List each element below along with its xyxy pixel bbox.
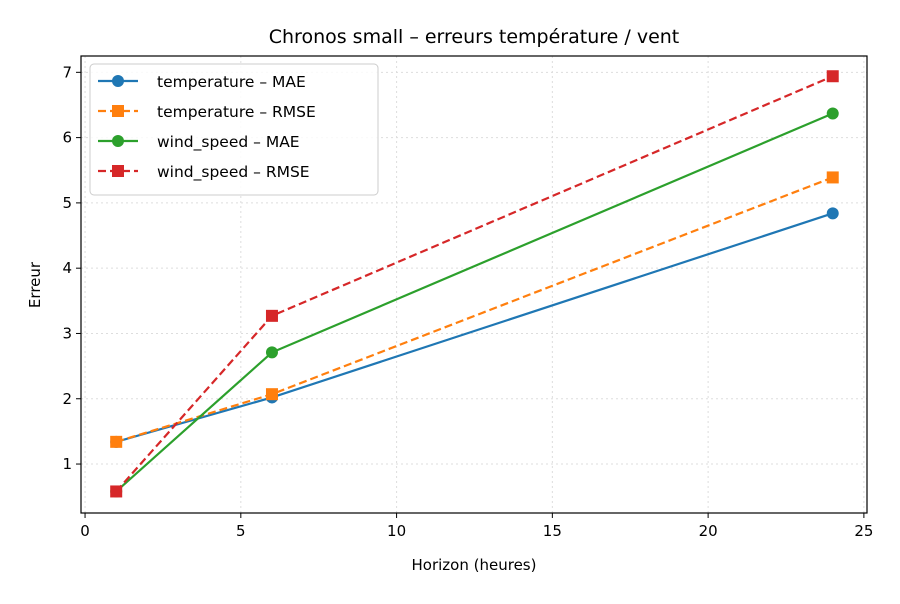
series-line [115,212,834,443]
data-point [826,107,839,120]
data-point [265,309,278,322]
data-point [265,388,278,401]
plot-frame [80,55,868,514]
y-tick-label: 3 [62,324,72,342]
legend-label: wind_speed – MAE [157,133,300,152]
data-point [826,70,839,83]
legend-box [89,63,379,196]
series-line [115,176,834,443]
legend-label: temperature – RMSE [157,103,316,121]
data-point [826,171,839,184]
y-tick-label: 4 [62,259,72,277]
series-1 [110,171,839,448]
y-tick-label: 1 [62,455,72,473]
x-tick-label: 20 [699,522,718,540]
x-axis-label: Horizon (heures) [412,556,537,574]
y-tick-label: 6 [62,129,72,147]
x-tick-label: 10 [387,522,406,540]
legend-marker [112,165,124,177]
legend-marker [112,75,124,87]
legend-marker [112,135,124,147]
data-point [110,435,123,448]
chart-title: Chronos small – erreurs température / ve… [269,26,680,48]
y-tick-label: 5 [62,194,72,212]
x-tick-label: 5 [236,522,246,540]
legend-label: temperature – MAE [157,73,306,91]
data-point [265,346,278,359]
series-0 [110,207,839,448]
series-3 [110,70,839,498]
legend-marker [112,105,124,117]
y-axis-label: Erreur [26,261,44,308]
x-tick-label: 25 [854,522,873,540]
legend: temperature – MAE temperature – RMSE wind_… [89,63,379,196]
legend-label: wind_speed – RMSE [157,163,310,182]
x-tick-label: 15 [543,522,562,540]
x-tick-label: 0 [80,522,90,540]
y-tick-label: 2 [62,390,72,408]
data-point [826,207,839,220]
data-point [110,485,123,498]
y-tick-label: 7 [62,63,72,81]
